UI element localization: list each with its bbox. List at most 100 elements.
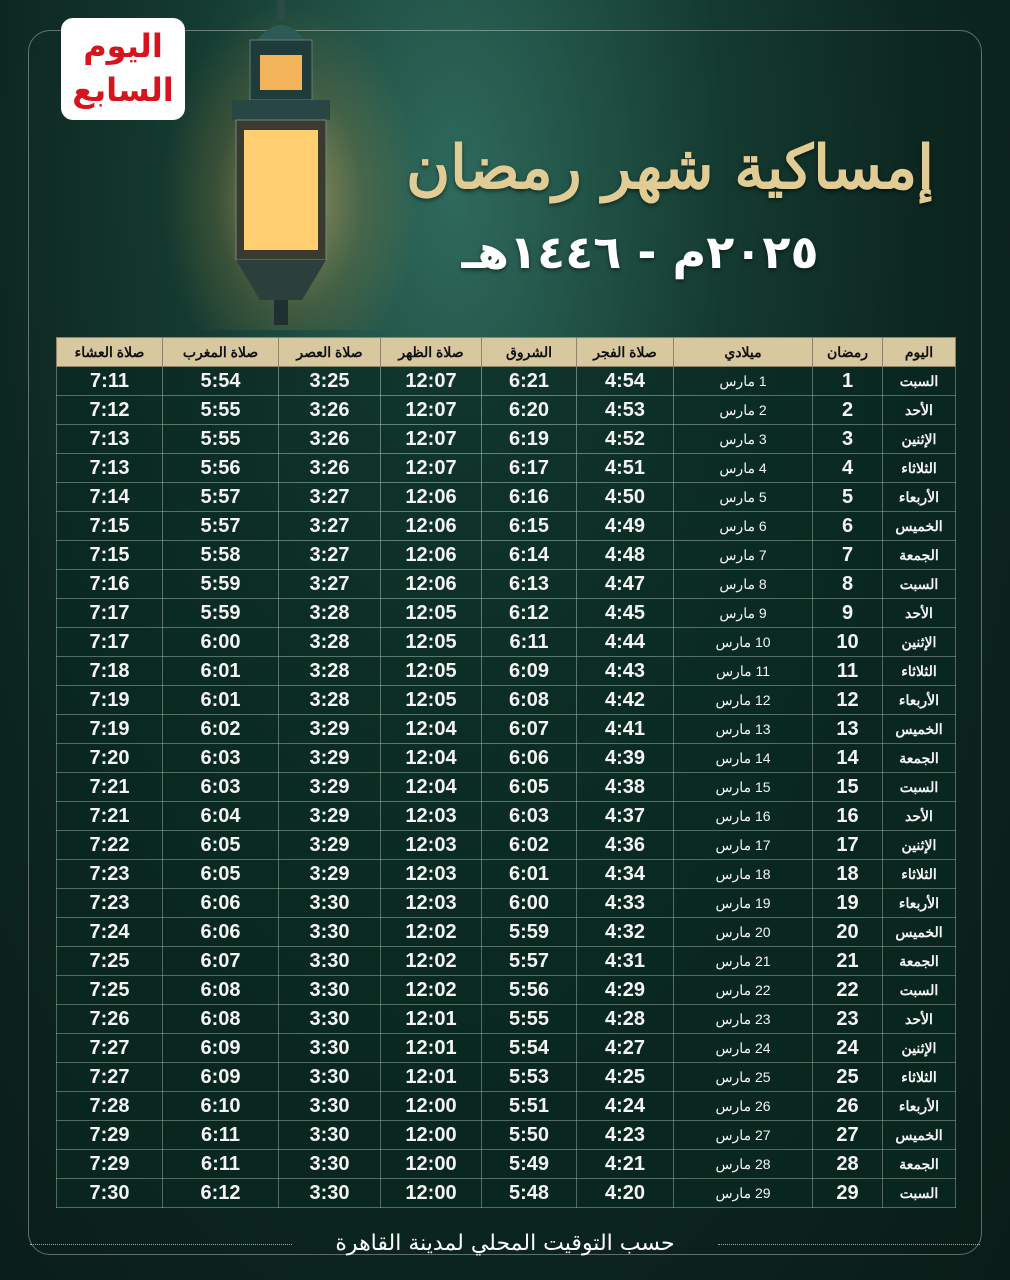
day-name: السبت bbox=[882, 569, 956, 599]
table-row: الأحد 16 16 مارس 4:37 6:03 12:03 3:29 6:04 7:21 bbox=[56, 801, 956, 831]
sunrise-time: 5:53 bbox=[481, 1062, 577, 1092]
ramadan-day: 16 bbox=[812, 801, 883, 831]
isha-time: 7:25 bbox=[56, 975, 163, 1005]
dhuhr-time: 12:07 bbox=[380, 395, 482, 425]
dhuhr-time: 12:04 bbox=[380, 772, 482, 802]
fajr-time: 4:51 bbox=[576, 453, 674, 483]
column-header: صلاة الظهر bbox=[380, 337, 482, 367]
maghrib-time: 6:08 bbox=[162, 975, 279, 1005]
gregorian-date: 20 مارس bbox=[673, 917, 813, 947]
gregorian-date: 12 مارس bbox=[673, 685, 813, 715]
sunrise-time: 6:00 bbox=[481, 888, 577, 918]
asr-time: 3:29 bbox=[278, 801, 381, 831]
table-row: الثلاثاء 25 25 مارس 4:25 5:53 12:01 3:30 6:09 7:… bbox=[56, 1062, 956, 1092]
dhuhr-time: 12:02 bbox=[380, 975, 482, 1005]
maghrib-time: 5:58 bbox=[162, 540, 279, 570]
table-row: الخميس 13 13 مارس 4:41 6:07 12:04 3:29 6:02 7:19 bbox=[56, 714, 956, 744]
sunrise-time: 5:51 bbox=[481, 1091, 577, 1121]
asr-time: 3:30 bbox=[278, 1004, 381, 1034]
sunrise-time: 6:15 bbox=[481, 511, 577, 541]
dhuhr-time: 12:05 bbox=[380, 627, 482, 657]
asr-time: 3:30 bbox=[278, 1120, 381, 1150]
isha-time: 7:21 bbox=[56, 772, 163, 802]
dhuhr-time: 12:03 bbox=[380, 888, 482, 918]
gregorian-date: 8 مارس bbox=[673, 569, 813, 599]
isha-time: 7:28 bbox=[56, 1091, 163, 1121]
table-row: السبت 29 29 مارس 4:20 5:48 12:00 3:30 6:12 7:30 bbox=[56, 1178, 956, 1208]
sunrise-time: 6:08 bbox=[481, 685, 577, 715]
table-row: الثلاثاء 11 11 مارس 4:43 6:09 12:05 3:28 6:01 7:… bbox=[56, 656, 956, 686]
asr-time: 3:27 bbox=[278, 569, 381, 599]
asr-time: 3:26 bbox=[278, 395, 381, 425]
asr-time: 3:28 bbox=[278, 685, 381, 715]
ramadan-day: 18 bbox=[812, 859, 883, 889]
sunrise-time: 6:12 bbox=[481, 598, 577, 628]
maghrib-time: 6:06 bbox=[162, 888, 279, 918]
table-row: الأربعاء 12 12 مارس 4:42 6:08 12:05 3:28 6:01 7:… bbox=[56, 685, 956, 715]
fajr-time: 4:23 bbox=[576, 1120, 674, 1150]
ramadan-day: 4 bbox=[812, 453, 883, 483]
fajr-time: 4:52 bbox=[576, 424, 674, 454]
table-row: الجمعة 28 28 مارس 4:21 5:49 12:00 3:30 6:11 7:29 bbox=[56, 1149, 956, 1179]
gregorian-date: 13 مارس bbox=[673, 714, 813, 744]
maghrib-time: 5:55 bbox=[162, 424, 279, 454]
day-name: الجمعة bbox=[882, 743, 956, 773]
ramadan-day: 5 bbox=[812, 482, 883, 512]
dhuhr-time: 12:07 bbox=[380, 453, 482, 483]
sunrise-time: 5:50 bbox=[481, 1120, 577, 1150]
gregorian-date: 15 مارس bbox=[673, 772, 813, 802]
sunrise-time: 6:05 bbox=[481, 772, 577, 802]
sunrise-time: 6:06 bbox=[481, 743, 577, 773]
fajr-time: 4:38 bbox=[576, 772, 674, 802]
day-name: الخميس bbox=[882, 1120, 956, 1150]
isha-time: 7:17 bbox=[56, 598, 163, 628]
day-name: الأحد bbox=[882, 598, 956, 628]
isha-time: 7:23 bbox=[56, 859, 163, 889]
column-header: صلاة العصر bbox=[278, 337, 381, 367]
isha-time: 7:30 bbox=[56, 1178, 163, 1208]
ramadan-day: 20 bbox=[812, 917, 883, 947]
ramadan-day: 29 bbox=[812, 1178, 883, 1208]
table-row: الإثنين 17 17 مارس 4:36 6:02 12:03 3:29 6:05 7:2… bbox=[56, 830, 956, 860]
asr-time: 3:29 bbox=[278, 714, 381, 744]
dhuhr-time: 12:07 bbox=[380, 424, 482, 454]
ramadan-day: 13 bbox=[812, 714, 883, 744]
maghrib-time: 6:04 bbox=[162, 801, 279, 831]
fajr-time: 4:32 bbox=[576, 917, 674, 947]
dhuhr-time: 12:01 bbox=[380, 1033, 482, 1063]
column-header: صلاة الفجر bbox=[576, 337, 674, 367]
table-row: الإثنين 10 10 مارس 4:44 6:11 12:05 3:28 6:00 7:1… bbox=[56, 627, 956, 657]
ramadan-day: 10 bbox=[812, 627, 883, 657]
sunrise-time: 6:01 bbox=[481, 859, 577, 889]
day-name: الخميس bbox=[882, 511, 956, 541]
ramadan-day: 8 bbox=[812, 569, 883, 599]
isha-time: 7:15 bbox=[56, 540, 163, 570]
dhuhr-time: 12:05 bbox=[380, 685, 482, 715]
dhuhr-time: 12:04 bbox=[380, 743, 482, 773]
gregorian-date: 3 مارس bbox=[673, 424, 813, 454]
fajr-time: 4:54 bbox=[576, 366, 674, 396]
fajr-time: 4:34 bbox=[576, 859, 674, 889]
asr-time: 3:28 bbox=[278, 656, 381, 686]
maghrib-time: 6:12 bbox=[162, 1178, 279, 1208]
gregorian-date: 2 مارس bbox=[673, 395, 813, 425]
isha-time: 7:20 bbox=[56, 743, 163, 773]
maghrib-time: 6:10 bbox=[162, 1091, 279, 1121]
maghrib-time: 6:02 bbox=[162, 714, 279, 744]
day-name: الأحد bbox=[882, 801, 956, 831]
day-name: الأربعاء bbox=[882, 888, 956, 918]
maghrib-time: 6:09 bbox=[162, 1062, 279, 1092]
maghrib-time: 6:06 bbox=[162, 917, 279, 947]
day-name: الإثنين bbox=[882, 627, 956, 657]
gregorian-date: 28 مارس bbox=[673, 1149, 813, 1179]
dhuhr-time: 12:06 bbox=[380, 482, 482, 512]
gregorian-date: 7 مارس bbox=[673, 540, 813, 570]
gregorian-date: 25 مارس bbox=[673, 1062, 813, 1092]
table-row: السبت 15 15 مارس 4:38 6:05 12:04 3:29 6:03 7:21 bbox=[56, 772, 956, 802]
gregorian-date: 14 مارس bbox=[673, 743, 813, 773]
dhuhr-time: 12:01 bbox=[380, 1062, 482, 1092]
day-name: الإثنين bbox=[882, 830, 956, 860]
isha-time: 7:18 bbox=[56, 656, 163, 686]
asr-time: 3:30 bbox=[278, 1091, 381, 1121]
ramadan-day: 28 bbox=[812, 1149, 883, 1179]
